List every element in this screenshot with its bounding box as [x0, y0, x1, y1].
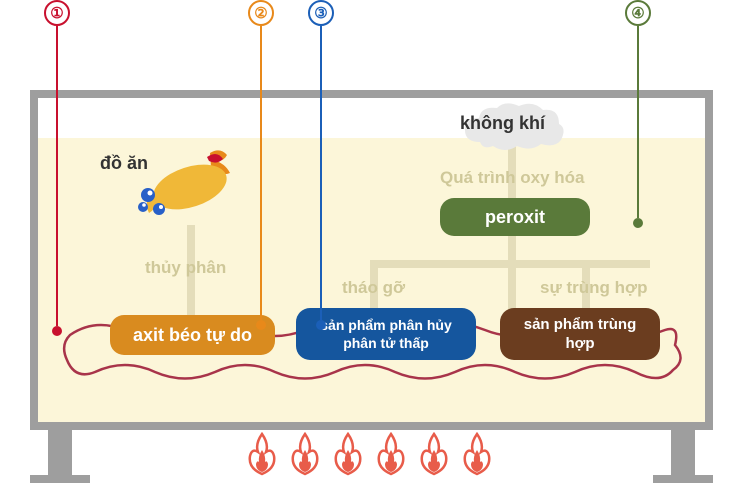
flame-icon — [288, 432, 322, 476]
process-polymerize: sự trùng hợp — [540, 278, 648, 298]
process-hydrolysis: thủy phân — [145, 258, 226, 278]
food-icon — [135, 145, 250, 230]
food-label: đồ ăn — [100, 153, 148, 174]
air-label: không khí — [460, 113, 545, 134]
flame-icon — [417, 432, 451, 476]
process-decompose: tháo gỡ — [342, 278, 405, 298]
callout-line — [260, 26, 262, 320]
flame-icon — [374, 432, 408, 476]
callout: ② — [248, 0, 274, 330]
flame-icon — [460, 432, 494, 476]
conn — [370, 260, 650, 268]
flames — [245, 432, 494, 476]
flame-icon — [331, 432, 365, 476]
callout: ③ — [308, 0, 334, 330]
callout-line — [320, 26, 322, 320]
pot-stand — [671, 430, 695, 480]
callout-line — [56, 26, 58, 326]
callout: ① — [44, 0, 70, 336]
callout-dot — [633, 218, 643, 228]
process-oxidation: Quá trình oxy hóa — [440, 168, 585, 188]
flame-icon — [245, 432, 279, 476]
callout-num: ① — [44, 0, 70, 26]
callout-num: ② — [248, 0, 274, 26]
pot-foot — [653, 475, 713, 483]
callout-dot — [256, 320, 266, 330]
pot-stand — [48, 430, 72, 480]
callout-num: ④ — [625, 0, 651, 26]
callout-dot — [316, 320, 326, 330]
box-polymer: sản phẩm trùng hợp — [500, 308, 660, 360]
callout-num: ③ — [308, 0, 334, 26]
callout-dot — [52, 326, 62, 336]
pot-foot — [30, 475, 90, 483]
box-peroxide: peroxit — [440, 198, 590, 236]
callout-line — [637, 26, 639, 218]
callout: ④ — [625, 0, 651, 228]
